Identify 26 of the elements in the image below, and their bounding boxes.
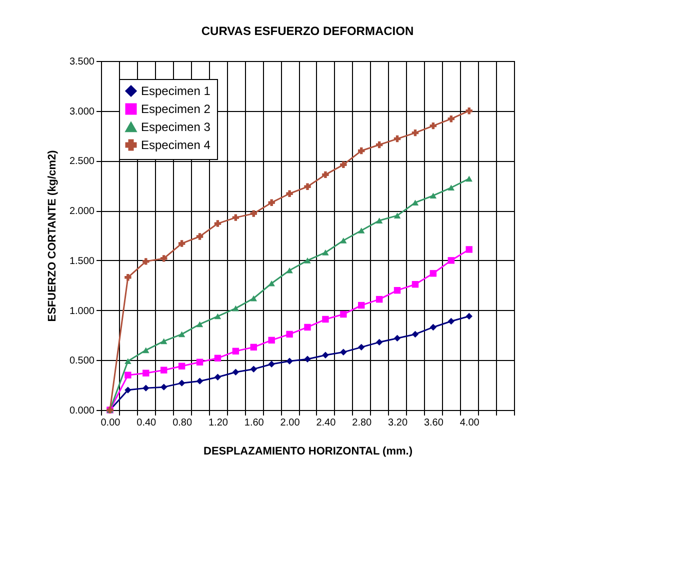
x-tick-label: 0.80 [172,418,192,428]
x-tick-label: 2.80 [352,418,372,428]
chart-title: CURVAS ESFUERZO DEFORMACION [201,24,414,38]
y-tick-label: 0.000 [69,406,95,416]
x-tick-label: 1.60 [244,418,264,428]
y-tick-label: 1.500 [69,256,95,267]
y-tick-label: 2.000 [69,206,95,218]
x-tick-label: 3.60 [424,418,444,428]
x-tick-label: 3.20 [388,418,408,428]
legend-label: Especimen 1 [141,84,211,98]
y-tick-label: 0.500 [69,356,95,367]
legend-label: Especimen 2 [141,102,211,116]
x-axis-title: DESPLAZAMIENTO HORIZONTAL (mm.) [204,446,413,458]
x-tick-label: 4.00 [460,418,480,428]
y-tick-label: 3.500 [69,56,95,68]
legend-label: Especimen 3 [141,120,211,134]
y-axis-title: ESFUERZO CORTANTE (kg/cm2) [46,150,58,322]
x-tick-label: 2.40 [316,418,336,428]
y-tick-label: 3.000 [69,106,95,118]
x-tick-label: 0.00 [100,418,121,428]
x-tick-label: 0.40 [136,418,157,428]
legend-label: Especimen 4 [141,138,211,152]
y-tick-label: 2.500 [69,156,95,168]
x-tick-label: 1.20 [208,418,228,428]
x-tick-label: 2.00 [280,418,300,428]
y-tick-label: 1.000 [69,306,95,317]
